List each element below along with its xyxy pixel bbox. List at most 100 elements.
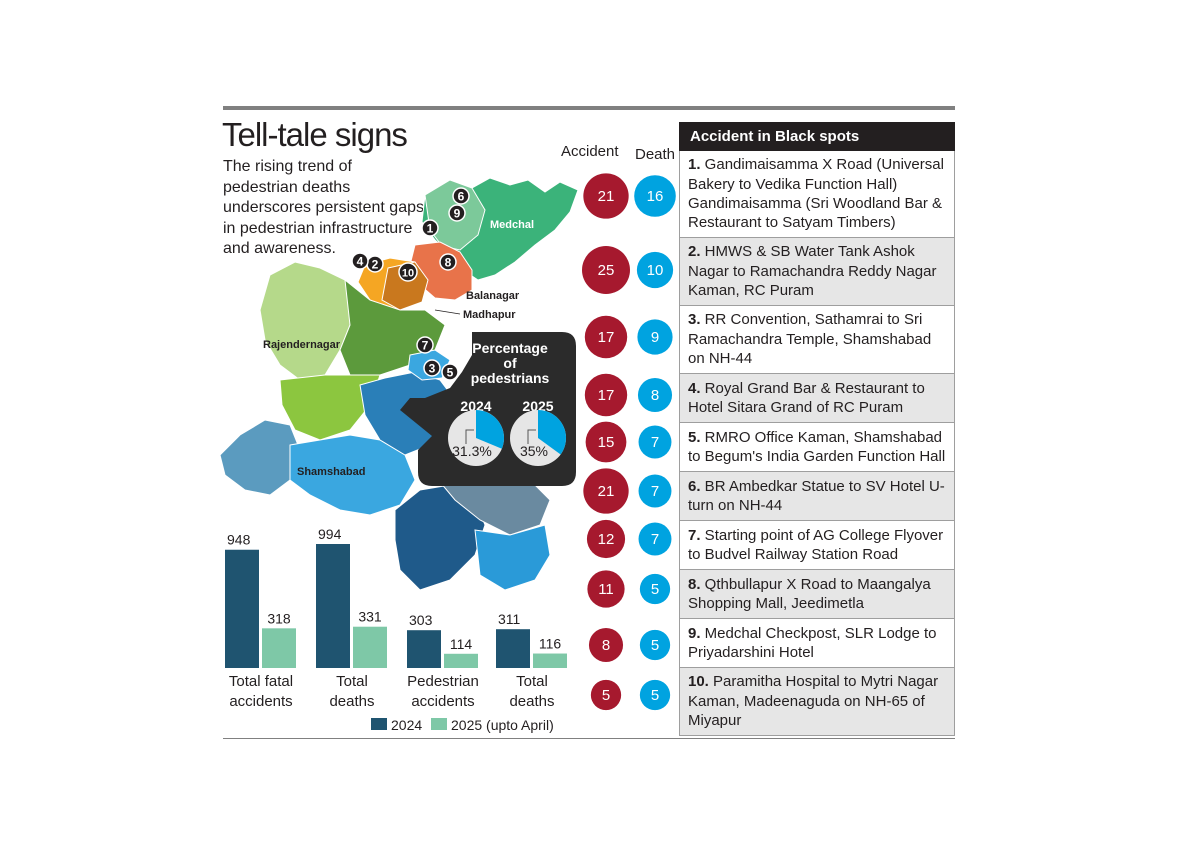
map-label-balanagar: Balanagar — [466, 290, 520, 302]
death-circle-shape — [638, 425, 672, 459]
map-region-rajendernagar-south — [279, 374, 381, 441]
map-marker-9-label: 9 — [454, 207, 461, 221]
bar-2024 — [407, 630, 441, 668]
table-row: 2. HMWS & SB Water Tank Ashok Nagar to R… — [679, 238, 955, 306]
table-row-content: 2. HMWS & SB Water Tank Ashok Nagar to R… — [688, 242, 948, 300]
accident-circle-shape — [590, 679, 622, 711]
pie-leader — [465, 429, 474, 444]
bar-value-label: 114 — [450, 636, 473, 652]
map-region-shamshabad-south — [394, 484, 486, 591]
bar-2025 — [353, 626, 387, 668]
accident-circle-shape — [584, 315, 628, 359]
pie-group: 31.3% 35% — [448, 410, 566, 466]
death-circle: 5 — [639, 679, 671, 711]
bar-value-label: 331 — [358, 609, 382, 625]
bar-value-label: 948 — [227, 532, 251, 548]
accident-value: 5 — [602, 687, 610, 704]
accident-circle-shape — [582, 246, 630, 294]
inset-title-line2: of — [503, 355, 517, 371]
table-row: 8. Qthbullapur X Road to Maangalya Shopp… — [679, 570, 955, 619]
death-circle-shape — [636, 251, 674, 289]
blackspot-table: Accident in Black spots 1. Gandimaisamma… — [679, 122, 955, 736]
accident-circle-shape — [583, 468, 629, 514]
accident-value: 21 — [598, 483, 615, 500]
row-text: Paramitha Hospital to Mytri Nagar Kaman,… — [688, 673, 939, 730]
row-text: Royal Grand Bar & Restaurant to Hotel Si… — [688, 379, 925, 416]
row-text: Gandimaisamma X Road (Universal Bakery t… — [688, 156, 944, 232]
death-circle-shape — [637, 319, 673, 355]
death-circle-shape — [634, 175, 676, 217]
legend-swatch-2025 — [431, 718, 447, 730]
pie-label: 31.3% — [452, 443, 492, 459]
death-circle: 7 — [638, 474, 672, 508]
bar-chart: 948 318 Total fatal accidents 994 331 Total dea… — [225, 526, 567, 733]
accident-value: 15 — [598, 434, 615, 451]
inset-title-line1: Percentage — [472, 340, 548, 356]
table-heading: Accident in Black spots — [679, 122, 955, 151]
inset-year-2024: 2024 — [460, 398, 491, 414]
death-value: 9 — [651, 329, 659, 346]
table-row: 1. Gandimaisamma X Road (Universal Baker… — [679, 151, 955, 238]
accident-circle-shape — [588, 627, 624, 663]
table-row-content: 6. BR Ambedkar Statue to SV Hotel U-turn… — [688, 477, 948, 516]
row-text: Qthbullapur X Road to Maangalya Shopping… — [688, 575, 931, 612]
death-value: 7 — [651, 434, 659, 451]
map-marker-7: 7 — [416, 336, 434, 354]
row-number: 7. — [688, 526, 701, 544]
accident-circle: 11 — [587, 570, 625, 608]
accident-circle: 12 — [586, 519, 626, 559]
table-row-content: 1. Gandimaisamma X Road (Universal Baker… — [688, 155, 948, 233]
row-number: 2. — [688, 243, 701, 261]
death-value: 5 — [651, 581, 659, 598]
map-marker-8-label: 8 — [445, 256, 452, 270]
table-row: 3. RR Convention, Sathamrai to Sri Ramac… — [679, 306, 955, 374]
map-marker-5-label: 5 — [447, 366, 454, 380]
death-value: 8 — [651, 387, 659, 404]
district-map: Medchal Balanagar Madhapur Rajendernagar… — [219, 177, 579, 591]
map-marker-5: 5 — [441, 363, 459, 381]
death-circle: 8 — [637, 377, 673, 413]
category-label: accidents — [229, 693, 292, 710]
accident-circle-shape — [586, 519, 626, 559]
bar-value-label: 303 — [409, 612, 433, 628]
bar-2024 — [496, 629, 530, 668]
accident-column-header: Accident — [561, 143, 619, 160]
pie-slice — [538, 410, 566, 455]
map-label-shamshabad: Shamshabad — [297, 466, 365, 478]
map-marker-8: 8 — [439, 253, 457, 271]
row-text: Medchal Checkpost, SLR Lodge to Priyadar… — [688, 624, 937, 661]
table-row: 7. Starting point of AG College Flyover … — [679, 521, 955, 570]
accident-value: 12 — [598, 531, 615, 548]
death-column-header: Death — [635, 146, 676, 163]
death-value: 10 — [647, 262, 664, 279]
accident-circle: 15 — [585, 421, 627, 463]
row-number: 9. — [688, 624, 701, 642]
table-row: 9. Medchal Checkpost, SLR Lodge to Priya… — [679, 619, 955, 668]
accident-value: 17 — [598, 329, 615, 346]
category-label: deaths — [509, 693, 554, 710]
death-value: 5 — [651, 637, 659, 654]
legend-label-2025: 2025 (upto April) — [451, 717, 554, 733]
row-number: 4. — [688, 379, 701, 397]
bar-2025 — [533, 653, 567, 668]
accident-circle: 5 — [590, 679, 622, 711]
bar-2024 — [316, 544, 350, 668]
legend-swatch-2024 — [371, 718, 387, 730]
death-circle: 7 — [638, 425, 672, 459]
pie-2025: 35% — [510, 410, 566, 466]
category-label: Pedestrian — [407, 673, 479, 690]
table-row-content: 5. RMRO Office Kaman, Shamshabad to Begu… — [688, 428, 948, 467]
map-marker-7-label: 7 — [422, 339, 429, 353]
accident-value: 25 — [598, 262, 615, 279]
map-marker-3-label: 3 — [429, 362, 436, 376]
map-marker-4: 4 — [351, 252, 369, 270]
row-number: 6. — [688, 477, 701, 495]
table-row-content: 9. Medchal Checkpost, SLR Lodge to Priya… — [688, 624, 948, 663]
row-number: 10. — [688, 673, 709, 691]
death-circle: 16 — [634, 175, 676, 217]
page-title: Tell-tale signs — [222, 116, 408, 153]
map-marker-6: 6 — [452, 187, 470, 205]
pie-slice — [476, 410, 504, 449]
page-subtitle: The rising trend of pedestrian deaths un… — [223, 158, 424, 257]
row-text: BR Ambedkar Statue to SV Hotel U-turn on… — [688, 477, 945, 514]
